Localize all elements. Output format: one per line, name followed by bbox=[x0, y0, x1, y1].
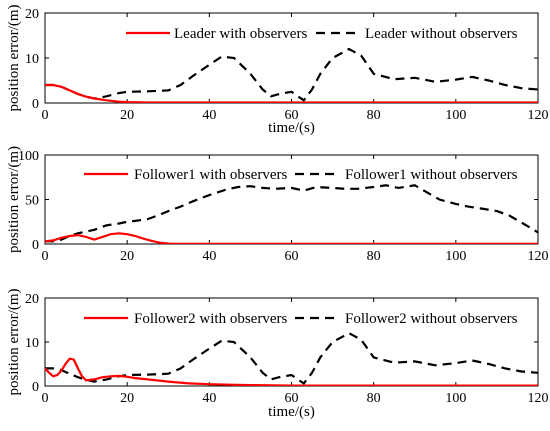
y-tick-label: 50 bbox=[25, 194, 39, 209]
x-tick-label: 0 bbox=[42, 108, 49, 123]
x-tick-label: 100 bbox=[445, 108, 466, 123]
y-tick-label: 10 bbox=[25, 52, 39, 67]
series-line-without-observers bbox=[45, 331, 538, 385]
panel-2: 0 20 40 60 80 100 120 0 50 100 Follower1 with obse… bbox=[6, 146, 549, 264]
legend-label: Follower2 with observers bbox=[134, 311, 287, 327]
x-tick-label: 120 bbox=[528, 249, 549, 264]
y-tick-label: 10 bbox=[25, 336, 39, 351]
x-tick-label: 20 bbox=[120, 108, 134, 123]
x-tick-label: 60 bbox=[285, 108, 299, 123]
x-tick-label: 100 bbox=[445, 249, 466, 264]
series-line-with-observers bbox=[45, 357, 538, 386]
x-tick-label: 120 bbox=[528, 108, 549, 123]
y-axis-label: position error/(m) bbox=[6, 288, 22, 395]
panel-3: 0 20 40 60 80 100 120 0 10 20 Follower2 with obser… bbox=[6, 288, 549, 420]
x-tick-label: 60 bbox=[285, 249, 299, 264]
y-tick-label: 0 bbox=[32, 97, 39, 112]
x-tick-label: 80 bbox=[367, 108, 381, 123]
legend-label: Follower1 with observers bbox=[134, 167, 287, 183]
x-tick-label: 100 bbox=[445, 391, 466, 406]
x-tick-label: 120 bbox=[528, 391, 549, 406]
series-line-without-observers bbox=[45, 47, 538, 102]
panel-1: 0 20 40 60 80 100 120 0 10 20 Leader with observer… bbox=[6, 4, 549, 136]
x-tick-label: 20 bbox=[120, 391, 134, 406]
x-axis-label: time/(s) bbox=[268, 404, 315, 420]
y-tick-label: 20 bbox=[25, 292, 39, 307]
x-tick-label: 40 bbox=[202, 108, 216, 123]
x-tick-label: 80 bbox=[367, 249, 381, 264]
series-line-with-observers bbox=[45, 83, 538, 103]
x-axis-label: time/(s) bbox=[268, 120, 315, 136]
legend-label: Follower1 without observers bbox=[345, 167, 518, 183]
y-tick-label: 100 bbox=[18, 149, 39, 164]
x-tick-label: 0 bbox=[42, 391, 49, 406]
y-tick-label: 0 bbox=[32, 238, 39, 253]
series-line-without-observers bbox=[45, 184, 538, 243]
series-line-with-observers bbox=[45, 232, 538, 244]
x-tick-label: 60 bbox=[285, 391, 299, 406]
y-axis-label: position error/(m) bbox=[6, 146, 22, 253]
x-tick-label: 80 bbox=[367, 391, 381, 406]
x-tick-label: 40 bbox=[202, 391, 216, 406]
y-tick-label: 20 bbox=[25, 7, 39, 22]
legend-label: Leader with observers bbox=[174, 26, 307, 42]
y-tick-label: 0 bbox=[32, 380, 39, 395]
legend-label: Leader without observers bbox=[365, 26, 518, 42]
legend-label: Follower2 without observers bbox=[345, 311, 518, 327]
x-tick-label: 0 bbox=[42, 249, 49, 264]
x-tick-label: 20 bbox=[120, 249, 134, 264]
y-axis-label: position error/(m) bbox=[6, 4, 22, 111]
x-tick-label: 40 bbox=[202, 249, 216, 264]
